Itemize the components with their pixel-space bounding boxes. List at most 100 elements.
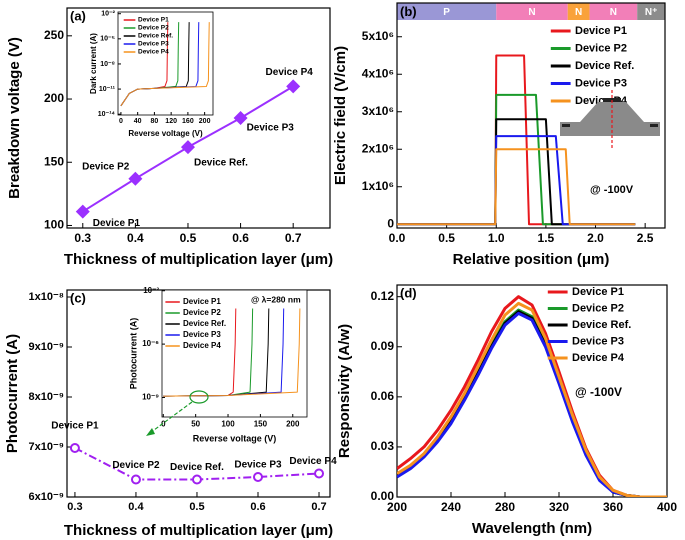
y-axis-title: Responsivity (A/w) (336, 324, 353, 458)
x-tick-label: 0.6 (232, 231, 249, 245)
annotation: @ -100V (575, 385, 622, 399)
y-tick-label: 10⁻³ (143, 286, 159, 295)
chart-panel: 0 40 80 120 160 200 10⁻¹⁴ 10⁻¹¹ 10⁻⁸ 10⁻⁵ 10⁻² Reve… (89, 11, 214, 138)
x-tick-label: 200 (199, 118, 211, 125)
legend-label: Device Ref. (575, 60, 634, 72)
y-tick-label: 0.12 (371, 289, 395, 303)
legend-label: Device P1 (183, 297, 221, 306)
x-tick-label: 0.6 (250, 501, 265, 513)
y-tick-label: 10⁻¹¹ (99, 86, 116, 93)
series-line (397, 308, 667, 497)
legend-label: Device P3 (183, 330, 221, 339)
x-tick-label: 200 (387, 500, 407, 514)
y-tick-label: 0.03 (371, 439, 395, 453)
y-tick-label: 5x10⁶ (362, 29, 394, 43)
x-axis-title: Wavelength (nm) (472, 520, 592, 537)
y-tick-label: 8x10⁻⁹ (29, 391, 65, 403)
y-tick-label: 10⁻⁸ (100, 61, 115, 68)
x-tick-label: 40 (134, 118, 142, 125)
x-axis-title: Relative position (μm) (453, 251, 610, 268)
region (397, 3, 497, 20)
y-axis-title: Dark current (A) (89, 33, 98, 94)
y-tick-label: 10⁻¹⁴ (98, 111, 116, 118)
series-line (397, 311, 667, 497)
x-tick-label: 0.7 (285, 231, 302, 245)
legend-label: Device P3 (572, 335, 624, 347)
series-line (120, 22, 210, 107)
x-tick-label: 160 (182, 118, 194, 125)
annotation: @ λ=280 nm (251, 294, 301, 304)
marker (75, 204, 90, 219)
y-tick-label: 0.00 (371, 489, 395, 503)
inset-background (118, 12, 213, 115)
x-tick-label: 50 (191, 419, 200, 428)
point-label: Device P2 (82, 161, 130, 172)
x-tick-label: 80 (151, 118, 159, 125)
x-tick-label: 0.5 (180, 231, 197, 245)
legend-label: Device Ref. (183, 319, 226, 328)
legend-label: Device P4 (572, 352, 625, 364)
region-label: N (528, 7, 535, 18)
y-tick-label: 10⁻⁹ (142, 393, 159, 402)
x-tick-label: 0.3 (67, 501, 82, 513)
schematic (146, 90, 660, 436)
panel-label: (a) (70, 8, 86, 23)
x-tick-label: 2.0 (587, 231, 604, 245)
y-tick-label: 6x10⁻⁹ (29, 491, 65, 503)
highlight-ellipse (189, 390, 209, 404)
legend-label: Device P1 (575, 25, 627, 37)
x-tick-label: 0 (119, 118, 123, 125)
chart-panel: 0.3 0.4 0.5 0.6 0.7 6x10⁻⁹ 7x10⁻⁹ 8x10⁻⁹ 9x10⁻⁹ 1… (4, 289, 337, 539)
series-line (397, 148, 636, 226)
y-tick-label: 4x10⁶ (362, 66, 394, 80)
x-tick-label: 100 (221, 419, 235, 428)
x-tick-label: 200 (286, 419, 300, 428)
x-tick-label: 150 (254, 419, 268, 428)
point-label: Device P1 (51, 421, 99, 432)
marker (180, 140, 195, 155)
schematic-base (560, 122, 660, 136)
point-label: Device P1 (93, 218, 141, 229)
x-tick-label: 120 (165, 118, 177, 125)
legend-label: Device P3 (138, 41, 169, 48)
point-label: Device Ref. (170, 462, 224, 473)
point-label: Device P4 (289, 456, 337, 467)
chart-panel: 0 50 100 150 200 10⁻⁹ 10⁻⁶ 10⁻³ Reverse voltage … (128, 286, 308, 443)
y-tick-label: 150 (44, 154, 64, 168)
marker (128, 171, 143, 186)
x-tick-label: 240 (441, 500, 461, 514)
x-tick-label: 280 (495, 500, 515, 514)
point-label: Device P3 (234, 460, 282, 471)
marker (252, 472, 263, 482)
y-tick-label: 10⁻² (101, 11, 115, 18)
annotation: @ -100V (590, 184, 634, 196)
x-axis-title: Thickness of multiplication layer (μm) (64, 522, 333, 539)
x-tick-label: 400 (657, 500, 677, 514)
plot-frame (117, 11, 214, 116)
y-tick-label: 0 (387, 216, 394, 230)
y-tick-label: 3x10⁶ (362, 104, 394, 118)
y-axis-title: Photocurrent (A) (128, 318, 138, 390)
plot-lines (163, 308, 301, 397)
plot-lines (120, 22, 210, 107)
chart-panel: P N N N N⁺ 0.0 0.5 1.0 1.5 2.0 2.5 0 1x10⁶ 2x10⁶ 3x10⁶… (332, 2, 666, 268)
schematic-contact (650, 124, 658, 127)
y-axis-title: Electric field (V/cm) (332, 46, 349, 185)
marker (130, 474, 141, 485)
marker (233, 111, 248, 125)
marker (191, 474, 202, 485)
x-tick-label: 0.5 (189, 501, 204, 513)
x-tick-label: 0 (161, 419, 166, 428)
y-tick-label: 2x10⁶ (362, 141, 394, 155)
point-label: Device P4 (266, 67, 314, 78)
y-tick-label: 9x10⁻⁹ (29, 341, 65, 353)
legend-label: Device Ref. (138, 33, 173, 40)
region (496, 3, 568, 20)
x-tick-label: 2.5 (637, 231, 654, 245)
x-tick-label: 0.5 (438, 231, 455, 245)
region-label: N⁺ (645, 7, 658, 18)
plot-lines (397, 54, 636, 226)
series-line (397, 301, 667, 497)
point-label: Device Ref. (194, 158, 248, 169)
x-tick-label: 1.5 (538, 231, 555, 245)
